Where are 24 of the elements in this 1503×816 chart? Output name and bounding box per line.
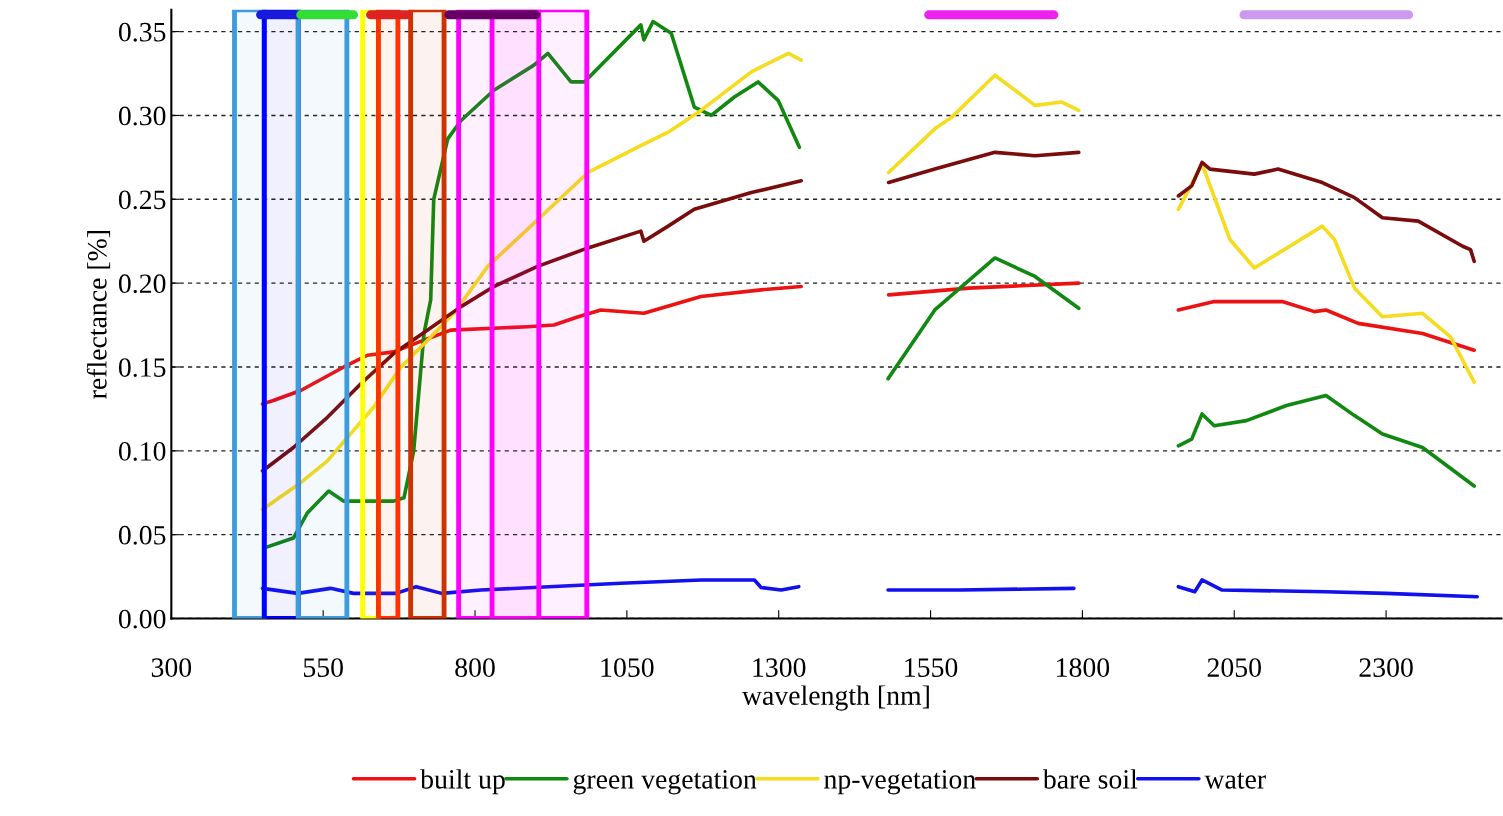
x-axis-title: wavelength [nm] — [741, 685, 929, 711]
y-tick-label: 0.30 — [118, 106, 166, 126]
y-tick-label: 0.20 — [118, 274, 166, 294]
x-tick-label: 2300 — [1359, 658, 1413, 677]
x-tick-label: 1300 — [753, 658, 806, 677]
x-tick-label: 2050 — [1207, 658, 1261, 677]
x-tick-label: 300 — [151, 658, 192, 677]
y-tick-label: 0.05 — [118, 525, 166, 545]
legend-label: bare soil — [1042, 769, 1138, 789]
x-tick-label: 1550 — [905, 658, 958, 677]
legend-label: built up — [420, 769, 505, 795]
y-tick-label: 0.35 — [118, 22, 166, 42]
x-tick-label: 550 — [303, 658, 343, 677]
legend-label: np-vegetation — [824, 770, 976, 795]
y-tick-label: 0.25 — [118, 190, 166, 210]
y-tick-label: 0.15 — [118, 358, 166, 378]
y-axis-title: reflectance [%] — [86, 231, 111, 399]
x-tick-label: 800 — [455, 658, 495, 677]
legend-label: green vegetation — [573, 770, 757, 795]
y-tick-label: 0.00 — [118, 609, 166, 629]
legend-label: water — [1204, 772, 1266, 789]
x-tick-label: 1800 — [1057, 658, 1110, 677]
y-tick-label: 0.10 — [118, 442, 166, 461]
x-tick-label: 1050 — [601, 658, 654, 677]
